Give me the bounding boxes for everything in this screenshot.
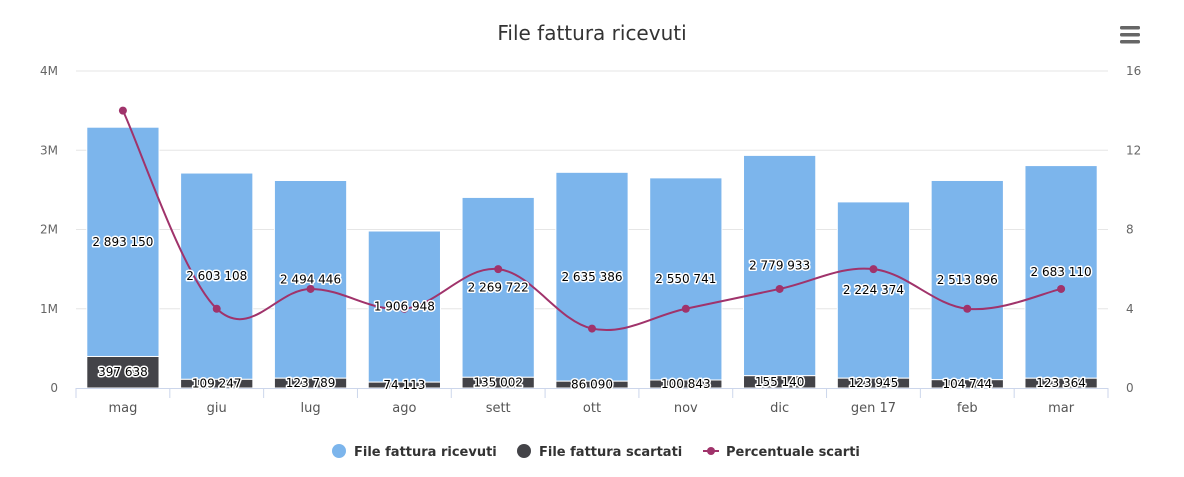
y-right-tick-label: 16 [1126,64,1141,78]
axes: 0 1M 2M 3M 4M 0 4 8 12 16 mag giu lug ago sett ott nov di… [40,64,1141,416]
x-tick-label: mag [108,401,137,416]
x-tick-label: dic [770,401,789,416]
y-right-tick-label: 0 [1126,381,1134,395]
y-right-tick-label: 12 [1126,143,1141,157]
x-tick-label: nov [674,401,698,416]
legend-item[interactable]: File fattura scartati [517,444,682,460]
data-label-ricevuti: 2 224 374 [843,283,904,297]
bar-ricevuti [461,196,535,378]
y-left-tick-label: 3M [40,143,58,157]
x-tick-label: ott [583,401,601,416]
x-tick-label: mar [1048,401,1075,416]
x-tick-label: giu [207,401,227,416]
y-right-tick-label: 4 [1126,302,1134,316]
data-label-scartati: 397 638 [98,365,148,379]
legend-label: Percentuale scarti [726,445,860,460]
data-label-scartati: 86 090 [571,378,613,392]
data-label-ricevuti: 2 269 722 [468,280,529,294]
percentuale-scarti-point [963,304,972,313]
percentuale-scarti-point [869,265,878,274]
percentuale-scarti-point [306,284,315,293]
legend-marker [332,444,346,458]
x-tick-label: sett [486,401,511,416]
legend-label: File fattura scartati [539,445,682,460]
y-left-tick-label: 0 [50,381,58,395]
legend-marker [707,447,715,455]
percentuale-scarti-point [212,304,221,313]
data-label-ricevuti: 2 603 108 [186,269,247,283]
legend-marker [517,444,531,458]
data-label-scartati: 123 945 [849,376,899,390]
data-label-scartati: 74 113 [383,378,425,392]
data-label-scartati: 100 843 [661,377,711,391]
x-tick-label: lug [300,401,320,416]
percentage-line [118,106,1066,333]
bar-ricevuti [930,179,1004,381]
bar-ricevuti [180,172,254,380]
data-label-scartati: 135 002 [473,376,523,390]
data-label-ricevuti: 2 550 741 [655,272,716,286]
data-label-scartati: 104 744 [942,377,992,391]
bars [86,126,1098,389]
y-left-tick-label: 4M [40,64,58,78]
data-label-ricevuti: 2 494 446 [280,272,341,286]
data-label-scartati: 109 247 [192,377,242,391]
data-label-ricevuti: 2 635 386 [561,270,622,284]
data-labels: 2 893 150 397 638 2 603 108 109 247 2 494 44… [91,233,1093,393]
percentuale-scarti-point [494,265,503,274]
data-label-scartati: 123 364 [1036,376,1086,390]
y-right-tick-label: 8 [1126,223,1134,237]
x-tick-label: feb [957,401,978,416]
percentuale-scarti-point [1057,284,1066,293]
hamburger-menu-icon [1120,26,1140,44]
data-label-ricevuti: 2 893 150 [92,235,153,249]
bar-ricevuti [1024,165,1098,379]
bar-ricevuti [743,154,817,377]
percentuale-scarti-point [681,304,690,313]
data-label-ricevuti: 2 513 896 [937,273,998,287]
legend-item[interactable]: File fattura ricevuti [332,444,497,460]
legend-item[interactable]: Percentuale scarti [703,445,860,460]
x-tick-label: gen 17 [851,401,896,416]
x-tick-label: ago [392,401,416,416]
bar-ricevuti [86,126,160,357]
data-label-scartati: 155 140 [755,375,805,389]
percentuale-scarti-point [775,284,784,293]
legend-label: File fattura ricevuti [354,445,497,460]
percentuale-scarti-line [122,110,1062,332]
bar-ricevuti [555,171,629,382]
y-left-tick-label: 1M [40,302,58,316]
legend: File fattura ricevuti File fattura scarta… [332,444,860,460]
percentuale-scarti-point [400,304,409,313]
data-label-ricevuti: 1 906 948 [374,300,435,314]
chart-title: File fattura ricevuti [497,21,686,45]
data-label-scartati: 123 789 [286,376,336,390]
data-label-ricevuti: 2 683 110 [1031,265,1092,279]
percentuale-scarti-point [118,106,127,115]
data-label-ricevuti: 2 779 933 [749,259,810,273]
percentuale-scarti-point [588,324,596,333]
chart-menu-button[interactable] [1114,20,1146,48]
y-left-tick-label: 2M [40,223,58,237]
